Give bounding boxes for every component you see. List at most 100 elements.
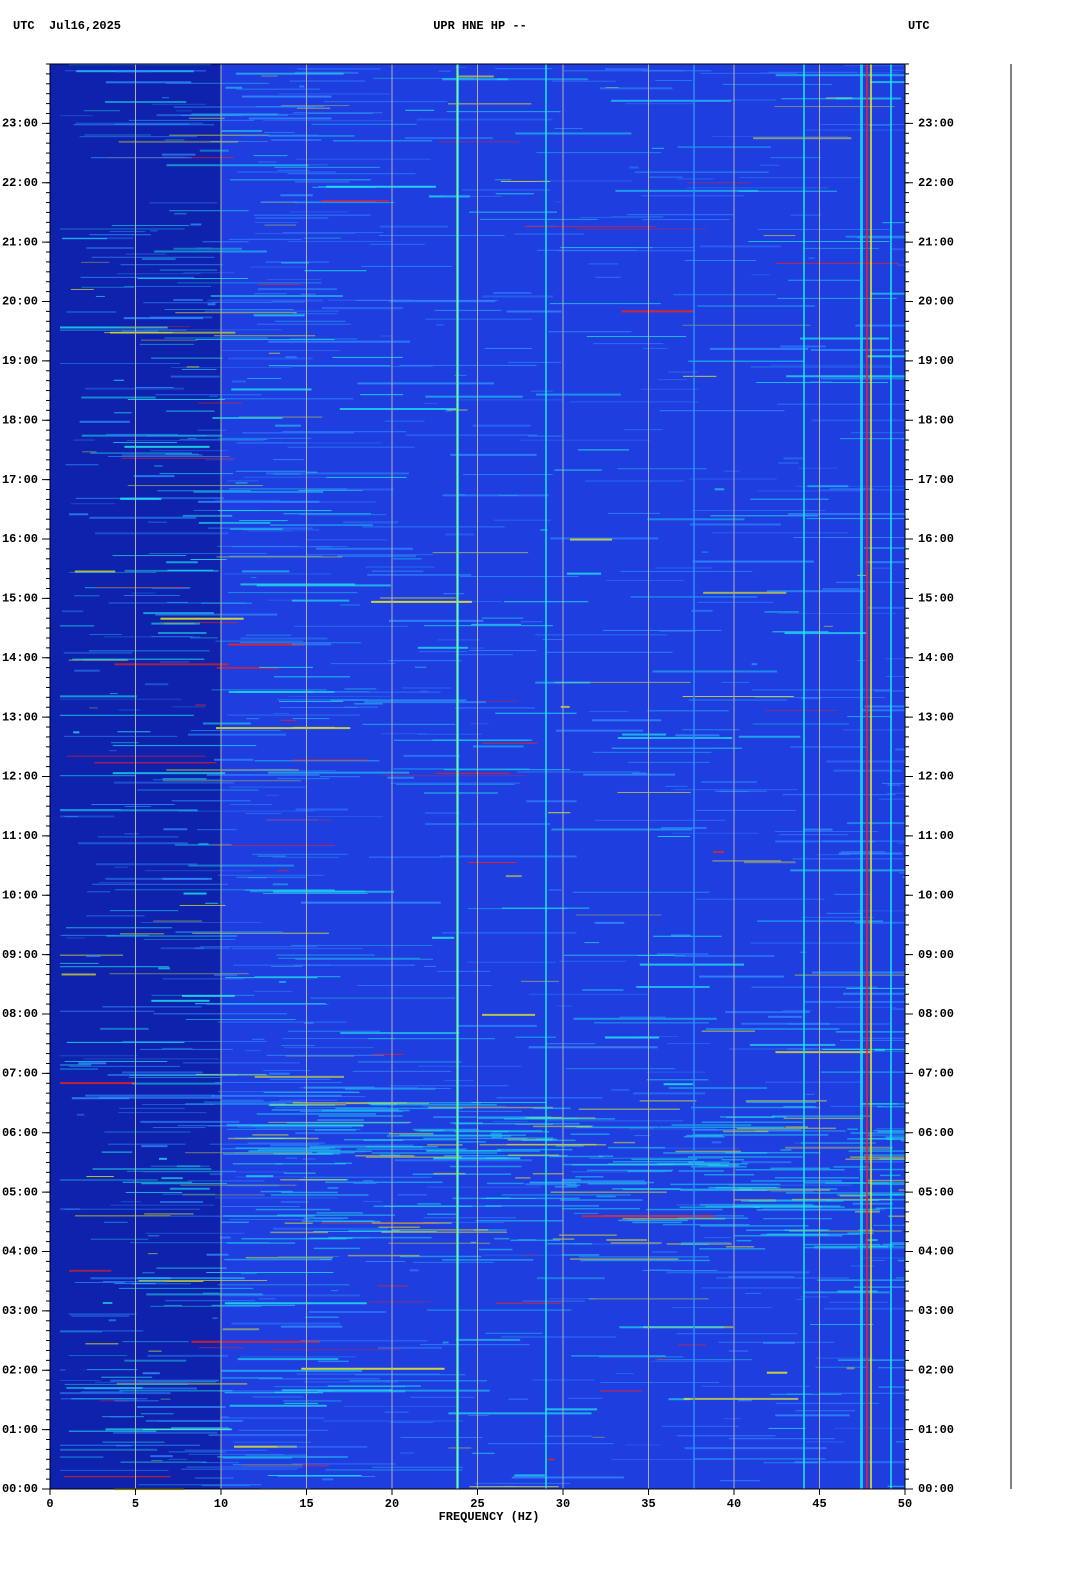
spectral-streak [365,566,435,568]
spectral-streak [156,1267,227,1269]
spectral-streak [284,1047,374,1049]
spectral-streak [232,1464,303,1466]
spectral-streak [275,320,346,322]
spectral-streak [150,230,158,232]
spectral-streak [738,1399,752,1402]
y-tick-label: 16:00 [918,532,954,546]
spectral-streak [171,800,251,802]
spectral-streak [143,329,283,331]
spectral-streak [705,1027,840,1030]
spectral-streak [801,916,875,918]
spectral-streak [628,761,710,763]
spectral-streak [707,1164,729,1167]
spectral-streak [657,1359,753,1361]
spectral-streak [71,503,116,505]
spectral-streak [662,1224,750,1226]
spectral-streak [548,889,562,891]
spectral-streak [60,962,99,964]
spectral-streak [695,809,796,811]
spectral-streak [60,362,180,364]
spectral-streak [580,1259,710,1262]
spectral-streak [902,876,905,878]
spectral-streak [229,1404,327,1407]
spectral-streak [679,1206,761,1208]
spectral-streak [161,97,170,99]
spectral-streak [506,1143,597,1146]
spectral-streak [147,1354,229,1357]
spectral-streak [357,382,495,385]
spectral-streak [437,970,491,972]
spectral-streak [164,337,268,339]
spectral-streak [287,446,415,448]
spectral-streak [771,364,891,366]
spectral-streak [60,935,117,937]
spectral-streak [229,786,306,788]
spectral-streak [109,973,249,975]
spectral-streak [61,934,149,936]
spectral-streak [139,1280,204,1282]
spectral-streak [276,869,289,872]
spectral-streak [864,1160,905,1163]
spectral-streak [545,1408,598,1411]
spectral-streak [295,1132,393,1135]
spectral-streak [73,731,80,734]
spectral-streak [535,634,668,636]
spectral-streak [363,1201,383,1203]
spectral-streak [142,1372,160,1375]
spectral-streak [269,1072,290,1075]
spectral-streak [241,95,332,98]
spectral-streak [269,1104,309,1107]
spectral-streak [81,1390,123,1393]
spectral-streak [177,282,322,284]
spectral-streak [511,1476,624,1479]
spectral-streak [237,1126,353,1128]
spectral-streak [343,521,399,524]
spectral-streak [434,309,502,311]
spectral-streak [558,250,696,252]
spectral-streak [199,149,229,152]
spectral-streak [274,1391,318,1393]
spectral-streak [236,470,306,472]
spectral-streak [446,111,561,113]
spectral-streak [311,546,348,548]
y-tick-label: 16:00 [2,532,38,546]
spectral-streak [807,485,849,488]
spectral-streak [257,855,287,857]
spectral-streak [427,1213,456,1215]
spectral-streak [283,1172,316,1174]
spectral-streak [448,103,532,105]
x-tick-label: 50 [898,1497,912,1511]
spectral-streak [847,1128,859,1130]
spectral-streak [250,577,257,579]
spectral-streak [122,1181,193,1183]
spectral-streak [903,630,905,632]
spectral-streak [165,1300,256,1302]
spectral-streak [112,772,226,775]
spectral-streak [651,737,725,739]
spectral-streak [722,83,832,85]
spectral-streak [425,318,532,320]
spectral-streak [140,339,198,341]
spectral-streak [333,140,433,142]
spectral-streak [646,1208,723,1211]
spectral-streak [120,326,190,328]
spectral-streak [853,1286,905,1288]
spectral-streak [90,157,192,159]
spectral-streak [146,1293,263,1296]
spectral-streak [873,1224,905,1226]
spectral-streak [390,782,521,784]
spectral-streak [482,742,538,744]
spectral-streak [686,1134,723,1137]
spectral-streak [410,1396,475,1398]
spectral-streak [279,700,344,702]
spectral-streak [777,297,897,299]
spectral-streak [699,1248,766,1250]
spectral-streak [289,338,357,340]
spectral-streak [840,851,886,853]
spectral-streak [756,382,888,384]
spectral-streak [124,805,151,807]
spectral-streak [189,637,218,639]
spectral-streak [436,772,510,774]
spectral-streak [64,70,110,72]
spectral-streak [240,637,328,640]
